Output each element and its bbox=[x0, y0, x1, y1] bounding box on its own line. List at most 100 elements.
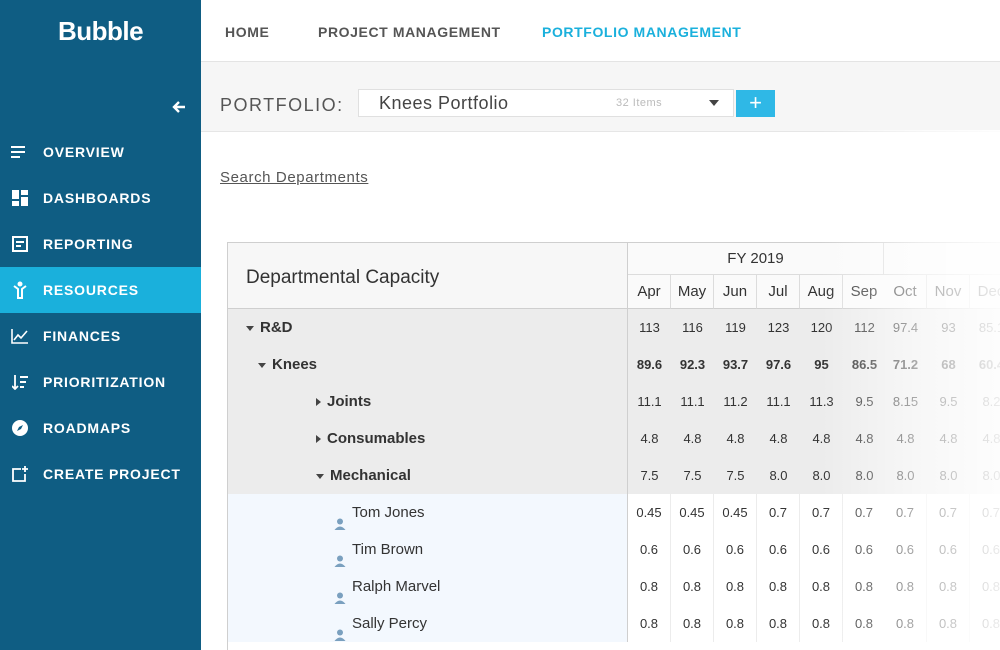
capacity-cell[interactable]: 4.8 bbox=[896, 431, 915, 446]
capacity-cell[interactable]: 0.6 bbox=[628, 531, 671, 568]
capacity-cell[interactable]: 0.6 bbox=[714, 531, 757, 568]
tab-portfolio-management[interactable]: PORTFOLIO MANAGEMENT bbox=[542, 24, 742, 40]
capacity-cell[interactable]: 8.0 bbox=[896, 468, 915, 483]
tab-project-management[interactable]: PROJECT MANAGEMENT bbox=[318, 24, 501, 40]
capacity-cell[interactable]: 4.8 bbox=[855, 431, 874, 446]
caret-down-icon[interactable] bbox=[316, 473, 324, 479]
capacity-cell[interactable]: 0.7 bbox=[884, 494, 927, 531]
capacity-cell[interactable]: 0.6 bbox=[757, 531, 800, 568]
caret-down-icon[interactable] bbox=[246, 325, 254, 331]
capacity-cell[interactable]: 4.8 bbox=[982, 431, 1000, 446]
capacity-cell[interactable]: 0.8 bbox=[970, 605, 1000, 642]
capacity-cell[interactable]: 7.5 bbox=[683, 468, 702, 483]
capacity-cell[interactable]: 0.8 bbox=[800, 605, 843, 642]
table-row[interactable]: R&D 113 116 119 123 120 112 97.4 93 85.1 bbox=[228, 309, 1000, 346]
capacity-cell[interactable]: 0.6 bbox=[927, 531, 970, 568]
capacity-cell[interactable]: 0.8 bbox=[800, 568, 843, 605]
table-row[interactable]: Tim Brown 0.6 0.6 0.6 0.6 0.6 0.6 0.6 0.6 0.6 bbox=[228, 531, 1000, 568]
capacity-cell[interactable]: 0.45 bbox=[714, 494, 757, 531]
capacity-cell[interactable]: 0.8 bbox=[714, 568, 757, 605]
capacity-cell[interactable]: 8.0 bbox=[939, 468, 958, 483]
capacity-cell[interactable]: 0.6 bbox=[843, 531, 886, 568]
capacity-cell[interactable]: 112 bbox=[854, 320, 875, 335]
capacity-cell[interactable]: 0.6 bbox=[884, 531, 927, 568]
capacity-cell[interactable]: 93.7 bbox=[722, 357, 749, 372]
table-row[interactable]: Mechanical 7.5 7.5 7.5 8.0 8.0 8.0 8.0 8.0 8.0 bbox=[228, 457, 1000, 494]
capacity-cell[interactable]: 11.2 bbox=[723, 394, 748, 409]
capacity-cell[interactable]: 0.45 bbox=[671, 494, 714, 531]
capacity-cell[interactable]: 4.8 bbox=[769, 431, 788, 446]
capacity-cell[interactable]: 11.1 bbox=[637, 394, 662, 409]
capacity-cell[interactable]: 8.15 bbox=[892, 394, 919, 409]
capacity-cell[interactable]: 7.5 bbox=[640, 468, 659, 483]
capacity-cell[interactable]: 0.7 bbox=[800, 494, 843, 531]
capacity-cell[interactable]: 0.8 bbox=[927, 605, 970, 642]
sidebar-item-create-project[interactable]: CREATE PROJECT bbox=[0, 451, 201, 497]
capacity-cell[interactable]: 0.8 bbox=[843, 568, 886, 605]
capacity-cell[interactable]: 0.8 bbox=[671, 568, 714, 605]
portfolio-select[interactable]: Knees Portfolio 32 Items bbox=[358, 89, 734, 117]
capacity-cell[interactable]: 0.8 bbox=[970, 568, 1000, 605]
capacity-cell[interactable]: 97.4 bbox=[892, 320, 919, 335]
capacity-cell[interactable]: 120 bbox=[810, 320, 833, 335]
capacity-cell[interactable]: 93 bbox=[941, 320, 956, 335]
capacity-cell[interactable]: 0.8 bbox=[628, 568, 671, 605]
capacity-cell[interactable]: 123 bbox=[767, 320, 790, 335]
capacity-cell[interactable]: 4.8 bbox=[640, 431, 659, 446]
capacity-cell[interactable]: 0.8 bbox=[671, 605, 714, 642]
capacity-cell[interactable]: 8.0 bbox=[769, 468, 788, 483]
capacity-cell[interactable]: 0.8 bbox=[628, 605, 671, 642]
capacity-cell[interactable]: 113 bbox=[639, 320, 660, 335]
sidebar-item-prioritization[interactable]: PRIORITIZATION bbox=[0, 359, 201, 405]
capacity-cell[interactable]: 0.6 bbox=[671, 531, 714, 568]
capacity-cell[interactable]: 86.5 bbox=[851, 357, 878, 372]
capacity-cell[interactable]: 8.0 bbox=[812, 468, 831, 483]
capacity-cell[interactable]: 7.5 bbox=[726, 468, 745, 483]
add-portfolio-button[interactable]: + bbox=[736, 90, 775, 117]
capacity-cell[interactable]: 4.8 bbox=[726, 431, 745, 446]
capacity-cell[interactable]: 0.8 bbox=[884, 568, 927, 605]
table-row[interactable]: Knees 89.6 92.3 93.7 97.6 95 86.5 71.2 68 60.4 bbox=[228, 346, 1000, 383]
capacity-cell[interactable]: 4.8 bbox=[683, 431, 702, 446]
search-departments-link[interactable]: Search Departments bbox=[220, 169, 369, 186]
sidebar-item-dashboards[interactable]: DASHBOARDS bbox=[0, 175, 201, 221]
capacity-cell[interactable]: 0.8 bbox=[714, 605, 757, 642]
capacity-cell[interactable]: 0.7 bbox=[757, 494, 800, 531]
capacity-cell[interactable]: 71.2 bbox=[892, 357, 919, 372]
capacity-cell[interactable]: 11.1 bbox=[766, 394, 791, 409]
capacity-cell[interactable]: 0.7 bbox=[970, 494, 1000, 531]
sidebar-item-roadmaps[interactable]: ROADMAPS bbox=[0, 405, 201, 451]
capacity-cell[interactable]: 8.0 bbox=[982, 468, 1000, 483]
caret-down-icon[interactable] bbox=[258, 362, 266, 368]
table-row[interactable]: Sally Percy 0.8 0.8 0.8 0.8 0.8 0.8 0.8 0.8 0.8 bbox=[228, 605, 1000, 642]
capacity-cell[interactable]: 95 bbox=[814, 357, 829, 372]
capacity-cell[interactable]: 0.45 bbox=[628, 494, 671, 531]
tab-home[interactable]: HOME bbox=[225, 24, 270, 40]
collapse-sidebar-button[interactable] bbox=[170, 100, 188, 120]
capacity-cell[interactable]: 60.4 bbox=[978, 357, 1000, 372]
sidebar-item-reporting[interactable]: REPORTING bbox=[0, 221, 201, 267]
caret-right-icon[interactable] bbox=[316, 398, 321, 407]
capacity-cell[interactable]: 0.8 bbox=[927, 568, 970, 605]
capacity-cell[interactable]: 92.3 bbox=[679, 357, 706, 372]
capacity-cell[interactable]: 8.0 bbox=[855, 468, 874, 483]
capacity-cell[interactable]: 68 bbox=[941, 357, 956, 372]
table-row[interactable]: Tom Jones 0.45 0.45 0.45 0.7 0.7 0.7 0.7 0.7 0.7 bbox=[228, 494, 1000, 531]
capacity-cell[interactable]: 0.8 bbox=[757, 605, 800, 642]
capacity-cell[interactable]: 8.2 bbox=[982, 394, 1000, 409]
table-row[interactable]: Ralph Marvel 0.8 0.8 0.8 0.8 0.8 0.8 0.8 0.8 0.8 bbox=[228, 568, 1000, 605]
capacity-cell[interactable]: 11.1 bbox=[680, 394, 705, 409]
capacity-cell[interactable]: 0.8 bbox=[843, 605, 886, 642]
caret-right-icon[interactable] bbox=[316, 435, 321, 444]
capacity-cell[interactable]: 119 bbox=[725, 320, 746, 335]
capacity-cell[interactable]: 0.8 bbox=[757, 568, 800, 605]
capacity-cell[interactable]: 9.5 bbox=[855, 394, 874, 409]
capacity-cell[interactable]: 85.1 bbox=[978, 320, 1000, 335]
capacity-cell[interactable]: 0.8 bbox=[884, 605, 927, 642]
capacity-cell[interactable]: 116 bbox=[682, 320, 703, 335]
capacity-cell[interactable]: 9.5 bbox=[939, 394, 958, 409]
capacity-cell[interactable]: 0.7 bbox=[843, 494, 886, 531]
capacity-cell[interactable]: 97.6 bbox=[765, 357, 792, 372]
capacity-cell[interactable]: 4.8 bbox=[939, 431, 958, 446]
capacity-cell[interactable]: 4.8 bbox=[812, 431, 831, 446]
